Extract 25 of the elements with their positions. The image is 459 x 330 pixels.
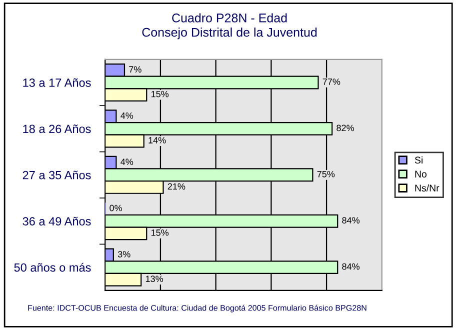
legend-label: No — [415, 170, 427, 178]
data-label: 75% — [317, 170, 335, 178]
data-label: 4% — [120, 112, 134, 119]
y-tick-label: 13 a 17 Años — [23, 78, 91, 87]
legend-label: Ns/Nr — [415, 184, 440, 192]
y-tick-label: 27 a 35 Años — [22, 170, 91, 180]
source-note: Fuente: IDCT-OCUB Encuesta de Cultura: Ciudad de Bogotá 2005 Formulario Básico BPG28N — [28, 304, 366, 312]
data-label: 84% — [342, 217, 360, 224]
chart-title: Cuadro P28N - Edad Consejo Distrital de la Juventud — [142, 13, 317, 40]
data-label: 3% — [118, 251, 130, 258]
legend-label: Si — [414, 156, 422, 164]
data-label: 15% — [151, 90, 169, 98]
data-label: 7% — [129, 66, 142, 73]
data-label: 14% — [148, 137, 166, 144]
data-label: 13% — [146, 276, 164, 282]
y-tick-label: 18 a 26 Años — [23, 124, 91, 134]
y-tick-label: 36 a 49 Años — [22, 216, 91, 226]
data-label: 77% — [322, 78, 340, 85]
data-label: 0% — [110, 204, 122, 212]
y-tick-label: 50 años o más — [14, 262, 91, 272]
data-label: 82% — [336, 124, 354, 132]
data-label: 4% — [120, 158, 134, 165]
data-label: 15% — [151, 229, 169, 236]
data-label: 21% — [168, 183, 186, 190]
data-label: 84% — [342, 263, 360, 270]
